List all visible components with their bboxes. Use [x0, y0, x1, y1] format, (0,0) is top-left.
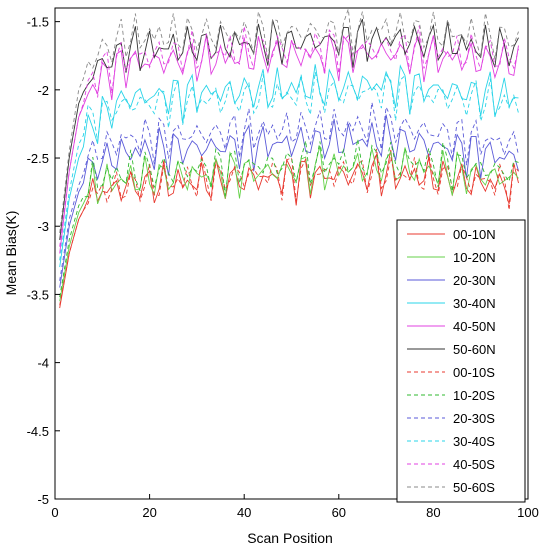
legend-label: 40-50S — [453, 457, 495, 472]
x-tick-label: 80 — [426, 505, 440, 520]
series-line-00-10N — [59, 149, 519, 309]
legend-label: 00-10S — [453, 365, 495, 380]
y-tick-label: -4 — [37, 356, 49, 371]
ticks-layer: 0 20 40 60 80 100 -1.5 -2 -2.5 -3 -3.5 -4 -4.5 -5 — [27, 15, 539, 520]
y-tick-label: -3.5 — [27, 287, 49, 302]
series-line-10-20S — [59, 139, 519, 298]
x-tick-label: 0 — [51, 505, 58, 520]
legend-label: 10-20S — [453, 388, 495, 403]
x-tick-label: 60 — [332, 505, 346, 520]
legend-label: 30-40N — [453, 296, 496, 311]
legend-label: 40-50N — [453, 319, 496, 334]
y-axis-title: Mean Bias(K) — [3, 211, 19, 296]
series-line-40-50S — [59, 25, 519, 247]
x-tick-label: 40 — [237, 505, 251, 520]
legend-box — [396, 219, 526, 503]
series-line-50-60N — [59, 18, 519, 240]
legend-label: 50-60S — [453, 480, 495, 495]
legend-label: 50-60N — [453, 342, 496, 357]
y-tick-label: -5 — [37, 492, 49, 507]
x-tick-label: 20 — [142, 505, 156, 520]
x-tick-label: 100 — [517, 505, 539, 520]
y-tick-label: -4.5 — [27, 424, 49, 439]
legend: 00-10N 10-20N 20-30N 30-40N 40-50N 50-60N 00-1… — [396, 219, 526, 503]
x-axis-title: Scan Position — [247, 530, 333, 546]
y-tick-label: -2 — [37, 83, 49, 98]
series-line-30-40S — [59, 71, 519, 261]
legend-label: 00-10N — [453, 227, 496, 242]
legend-label: 20-30S — [453, 411, 495, 426]
series-line-20-30N — [59, 114, 519, 288]
series-line-00-10S — [59, 148, 519, 306]
series-line-30-40N — [59, 64, 519, 268]
y-tick-label: -1.5 — [27, 15, 49, 30]
y-tick-label: -3 — [37, 219, 49, 234]
y-tick-label: -2.5 — [27, 151, 49, 166]
legend-label: 20-30N — [453, 273, 496, 288]
legend-label: 10-20N — [453, 250, 496, 265]
series-line-10-20N — [59, 145, 519, 302]
series-line-20-30S — [59, 102, 519, 281]
legend-label: 30-40S — [453, 434, 495, 449]
series-layer — [59, 8, 519, 309]
